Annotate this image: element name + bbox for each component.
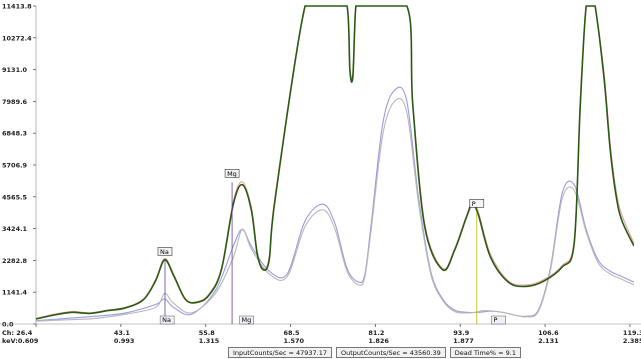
y-tick-label: 6848.3 <box>2 130 27 138</box>
peak-label-box <box>224 168 240 178</box>
x-tick-kev: keV:0.609 <box>2 337 39 345</box>
marker-tags: Na Mg P <box>159 315 506 325</box>
y-tick-label: 2282.8 <box>2 257 28 265</box>
peak-labels: Na Mg P <box>157 168 485 324</box>
x-axis-ticks: Ch: 26.4keV:0.60943.10.99355.81.31568.51… <box>0 323 641 345</box>
x-tick-channel: 68.5 <box>284 329 301 337</box>
x-tick-channel: 81.2 <box>368 329 384 337</box>
spectrum-series-line <box>36 97 634 322</box>
dead-time-readout: Dead Time% = 9.1 <box>449 347 521 358</box>
y-axis-ticks: 11413.8 10272.4 9131.0 7989.6 6848.3 5706.9 45… <box>2 3 37 329</box>
element-tag: P <box>494 316 498 324</box>
x-tick-channel: 55.8 <box>199 329 216 337</box>
x-tick-channel: 106.6 <box>538 329 559 337</box>
y-tick-label: 9131.0 <box>2 66 28 74</box>
element-tag: Na <box>162 316 171 324</box>
x-tick-kev: 0.993 <box>114 337 135 345</box>
status-bar: InputCounts/Sec = 47937.17 OutputCounts/… <box>228 347 521 358</box>
peak-label-box <box>157 247 173 256</box>
x-tick-kev: 1.315 <box>199 337 220 345</box>
x-tick-kev: 2.131 <box>538 337 559 345</box>
peak-label: Mg <box>227 170 237 178</box>
y-tick-label: 5706.9 <box>2 162 28 170</box>
spectrum-series <box>36 5 634 322</box>
peak-label: Na <box>160 248 169 256</box>
x-tick-channel: 43.1 <box>114 329 131 337</box>
x-tick-channel: Ch: 26.4 <box>2 329 33 337</box>
x-tick-kev: 1.877 <box>453 337 474 345</box>
element-tag-box <box>159 315 175 325</box>
y-tick-label: 4565.5 <box>2 193 28 201</box>
x-tick-channel: 93.9 <box>453 329 470 337</box>
y-tick-label: 1141.4 <box>2 289 28 297</box>
spectrum-series-line <box>36 5 634 320</box>
x-tick-kev: 1.826 <box>368 337 389 345</box>
output-counts-readout: OutputCounts/Sec = 43560.39 <box>336 347 446 358</box>
y-tick-label: 10272.4 <box>2 34 32 42</box>
y-tick-label: 0.0 <box>2 321 14 329</box>
peak-label-box <box>469 199 485 208</box>
element-tag: Mg <box>242 316 252 324</box>
y-tick-label: 7989.6 <box>2 98 28 106</box>
input-counts-readout: InputCounts/Sec = 47937.17 <box>228 347 333 358</box>
peak-label: P <box>472 200 476 208</box>
y-tick-label: 11413.8 <box>2 3 32 11</box>
element-tag-box <box>239 315 254 325</box>
x-tick-channel: 119.3 <box>623 329 641 337</box>
y-tick-label: 3424.1 <box>2 225 28 233</box>
x-tick-kev: 1.570 <box>284 337 305 345</box>
element-tag-box <box>491 315 506 325</box>
x-tick-kev: 2.385 <box>623 337 641 345</box>
